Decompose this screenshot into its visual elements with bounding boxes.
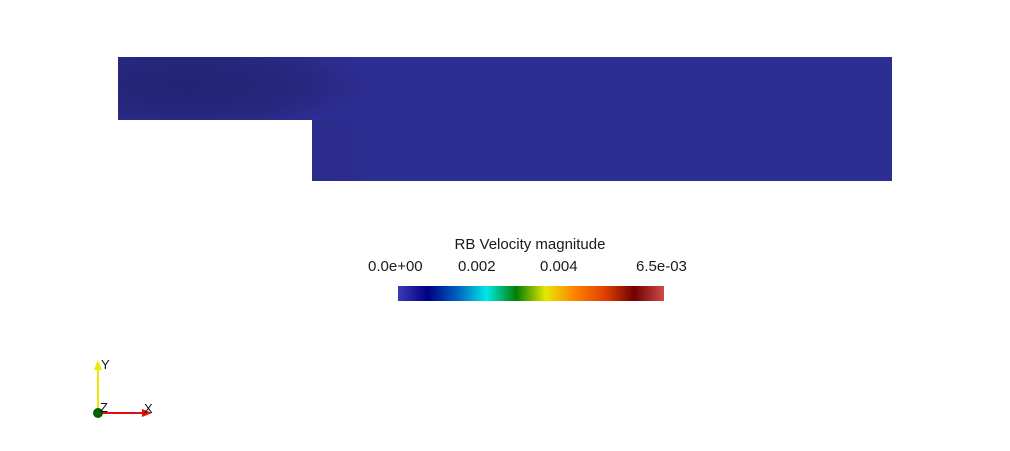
x-axis-arrowhead bbox=[142, 409, 152, 417]
colorbar-tick-label: 0.0e+00 bbox=[368, 258, 423, 275]
colorbar bbox=[398, 286, 664, 301]
colorbar-title: RB Velocity magnitude bbox=[454, 236, 606, 253]
x-axis-label: X bbox=[144, 401, 153, 416]
orientation-axes bbox=[93, 360, 152, 418]
y-axis-label: Y bbox=[101, 357, 110, 372]
step-recirculation-region bbox=[312, 120, 392, 181]
colorbar-tick-label: 6.5e-03 bbox=[636, 258, 687, 275]
colorbar-tick-label: 0.004 bbox=[540, 258, 578, 275]
z-axis-dot bbox=[93, 408, 103, 418]
inlet-channel-region bbox=[118, 57, 368, 120]
y-axis-arrowhead bbox=[94, 360, 102, 370]
z-axis-label: Z bbox=[100, 400, 108, 415]
colorbar-tick-label: 0.002 bbox=[458, 258, 496, 275]
